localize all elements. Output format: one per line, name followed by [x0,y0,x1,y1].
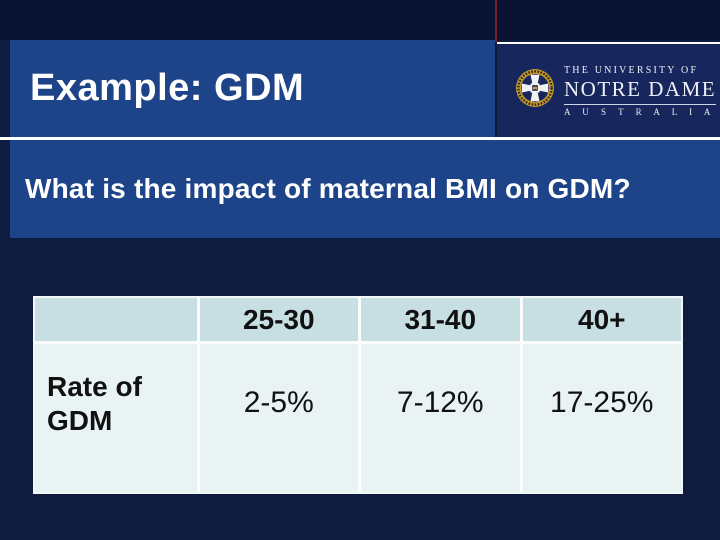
bmi-gdm-table: 25-30 31-40 40+ Rate of GDM 2-5% 7-12% 1… [33,296,683,494]
table-header-cell: 25-30 [196,298,358,344]
logo-notre-dame: NOTRE DAME [564,76,717,101]
table-header-cell: 31-40 [358,298,520,344]
table-header-cell-blank [35,298,197,344]
slide-title: Example: GDM [30,67,305,109]
logo-rule [564,103,717,105]
divider-line [0,137,720,140]
table-header-cell: 40+ [519,298,681,344]
university-logo: THE UNIVERSITY OF NOTRE DAME A U S T R A… [497,42,720,137]
title-band: Example: GDM [10,40,495,137]
table-cell: 7-12% [358,344,520,492]
logo-australia: A U S T R A L I A [564,106,716,117]
table-cell: 2-5% [196,344,358,492]
red-accent-line [495,0,497,42]
subtitle-band: What is the impact of maternal BMI on GD… [10,140,720,238]
slide-subtitle: What is the impact of maternal BMI on GD… [25,173,631,204]
top-bar [0,0,720,40]
table-cell: 17-25% [519,344,681,492]
logo-university-of: THE UNIVERSITY OF [564,64,699,76]
logo-text: THE UNIVERSITY OF NOTRE DAME A U S T R A… [564,64,717,117]
notre-dame-crest-icon [515,68,555,113]
table-row-label: Rate of GDM [35,344,197,492]
